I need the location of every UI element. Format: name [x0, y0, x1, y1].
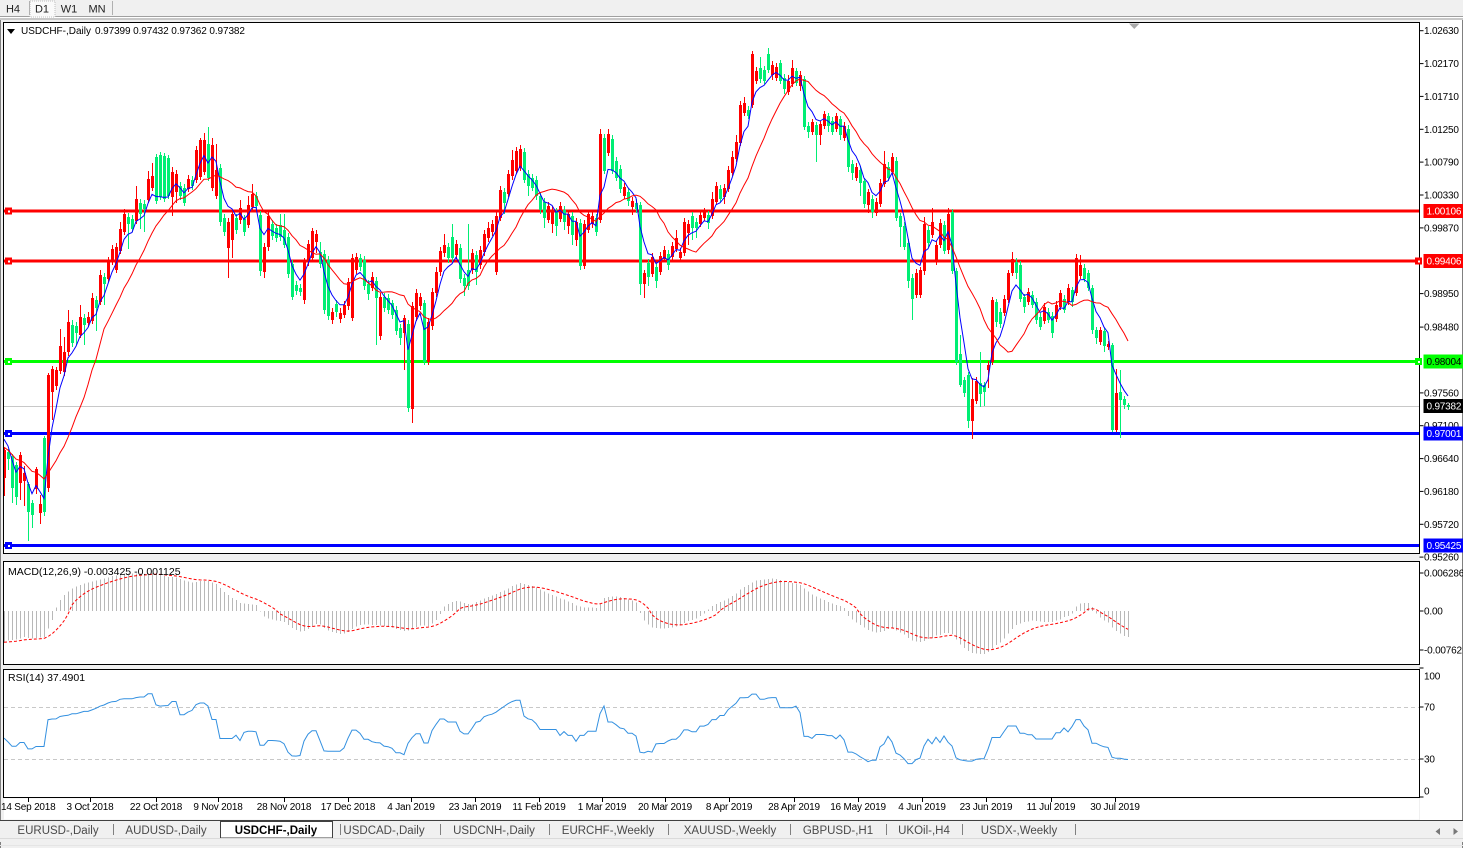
svg-text:AUDUSD-,Daily: AUDUSD-,Daily	[125, 825, 206, 837]
svg-text:0.97001: 0.97001	[1427, 429, 1462, 440]
svg-text:D1: D1	[35, 4, 49, 16]
svg-text:USDCHF-,Daily: USDCHF-,Daily	[21, 26, 91, 37]
svg-text:23 Jan 2019: 23 Jan 2019	[449, 802, 502, 813]
svg-text:H4: H4	[6, 4, 20, 16]
svg-text:1.00790: 1.00790	[1424, 158, 1459, 169]
svg-text:0.96180: 0.96180	[1424, 487, 1459, 498]
svg-text:22 Oct 2018: 22 Oct 2018	[130, 802, 183, 813]
svg-text:17 Dec 2018: 17 Dec 2018	[321, 802, 376, 813]
svg-text:1.00106: 1.00106	[1427, 207, 1462, 218]
svg-text:UKOil-,H4: UKOil-,H4	[898, 825, 950, 837]
svg-text:0.98480: 0.98480	[1424, 323, 1459, 334]
svg-text:9 Nov 2018: 9 Nov 2018	[193, 802, 243, 813]
svg-text:70: 70	[1424, 703, 1435, 714]
svg-text:1.00330: 1.00330	[1424, 191, 1459, 202]
svg-text:USDCAD-,Daily: USDCAD-,Daily	[343, 825, 424, 837]
svg-text:4 Jun 2019: 4 Jun 2019	[898, 802, 946, 813]
svg-text:1 Mar 2019: 1 Mar 2019	[578, 802, 627, 813]
svg-text:100: 100	[1424, 672, 1441, 683]
svg-text:1.02170: 1.02170	[1424, 59, 1459, 70]
svg-text:1.02630: 1.02630	[1424, 26, 1459, 37]
svg-text:USDX-,Weekly: USDX-,Weekly	[981, 825, 1058, 837]
svg-text:1.01250: 1.01250	[1424, 125, 1459, 136]
svg-text:3 Oct 2018: 3 Oct 2018	[67, 802, 115, 813]
svg-text:0.95260: 0.95260	[1424, 553, 1459, 564]
svg-text:W1: W1	[61, 4, 78, 16]
svg-text:8 Apr 2019: 8 Apr 2019	[706, 802, 753, 813]
svg-text:0.98004: 0.98004	[1427, 357, 1462, 368]
svg-text:MN: MN	[88, 4, 105, 16]
svg-text:EURCHF-,Weekly: EURCHF-,Weekly	[562, 825, 655, 837]
svg-text:0: 0	[1424, 787, 1430, 798]
svg-text:0.99406: 0.99406	[1427, 257, 1462, 268]
svg-text:11 Jul 2019: 11 Jul 2019	[1027, 802, 1076, 813]
svg-text:0.006286: 0.006286	[1424, 569, 1463, 580]
svg-text:28 Apr 2019: 28 Apr 2019	[768, 802, 820, 813]
svg-text:0.97382: 0.97382	[1427, 402, 1462, 413]
svg-text:0.97399 0.97432 0.97362 0.9738: 0.97399 0.97432 0.97362 0.97382	[95, 26, 245, 37]
svg-text:USDCNH-,Daily: USDCNH-,Daily	[453, 825, 535, 837]
svg-text:XAUUSD-,Weekly: XAUUSD-,Weekly	[684, 825, 777, 837]
svg-text:14 Sep 2018: 14 Sep 2018	[1, 802, 56, 813]
svg-text:0.99870: 0.99870	[1424, 223, 1459, 234]
svg-text:28 Nov 2018: 28 Nov 2018	[257, 802, 312, 813]
svg-text:RSI(14) 37.4901: RSI(14) 37.4901	[8, 672, 85, 684]
svg-text:30 Jul 2019: 30 Jul 2019	[1090, 802, 1140, 813]
svg-text:1.01710: 1.01710	[1424, 92, 1459, 103]
svg-text:0.95720: 0.95720	[1424, 520, 1459, 531]
svg-text:0.97560: 0.97560	[1424, 388, 1459, 399]
svg-text:-0.00762: -0.00762	[1424, 646, 1463, 657]
svg-text:0.96640: 0.96640	[1424, 454, 1459, 465]
svg-text:0.00: 0.00	[1424, 607, 1443, 618]
svg-text:USDCHF-,Daily: USDCHF-,Daily	[235, 825, 318, 837]
svg-text:16 May 2019: 16 May 2019	[830, 802, 886, 813]
svg-text:MACD(12,26,9) -0.003425 -0.001: MACD(12,26,9) -0.003425 -0.001125	[8, 566, 181, 578]
svg-text:23 Jun 2019: 23 Jun 2019	[960, 802, 1013, 813]
svg-text:EURUSD-,Daily: EURUSD-,Daily	[17, 825, 98, 837]
svg-text:0.95425: 0.95425	[1427, 541, 1462, 552]
svg-text:4 Jan 2019: 4 Jan 2019	[387, 802, 435, 813]
svg-text:30: 30	[1424, 755, 1435, 766]
svg-text:0.98950: 0.98950	[1424, 289, 1459, 300]
svg-text:11 Feb 2019: 11 Feb 2019	[512, 802, 566, 813]
svg-text:GBPUSD-,H1: GBPUSD-,H1	[803, 825, 873, 837]
svg-text:20 Mar 2019: 20 Mar 2019	[638, 802, 693, 813]
